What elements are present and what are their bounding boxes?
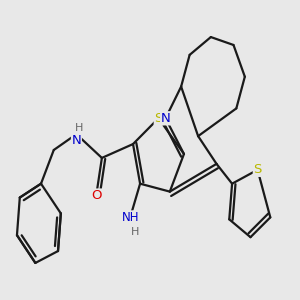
Text: O: O (91, 189, 101, 202)
Text: N: N (161, 112, 170, 125)
Text: N: N (71, 134, 81, 147)
Text: H: H (75, 123, 83, 133)
Text: NH: NH (122, 211, 139, 224)
Text: S: S (154, 112, 163, 125)
Text: S: S (254, 163, 262, 176)
Text: H: H (131, 227, 140, 237)
